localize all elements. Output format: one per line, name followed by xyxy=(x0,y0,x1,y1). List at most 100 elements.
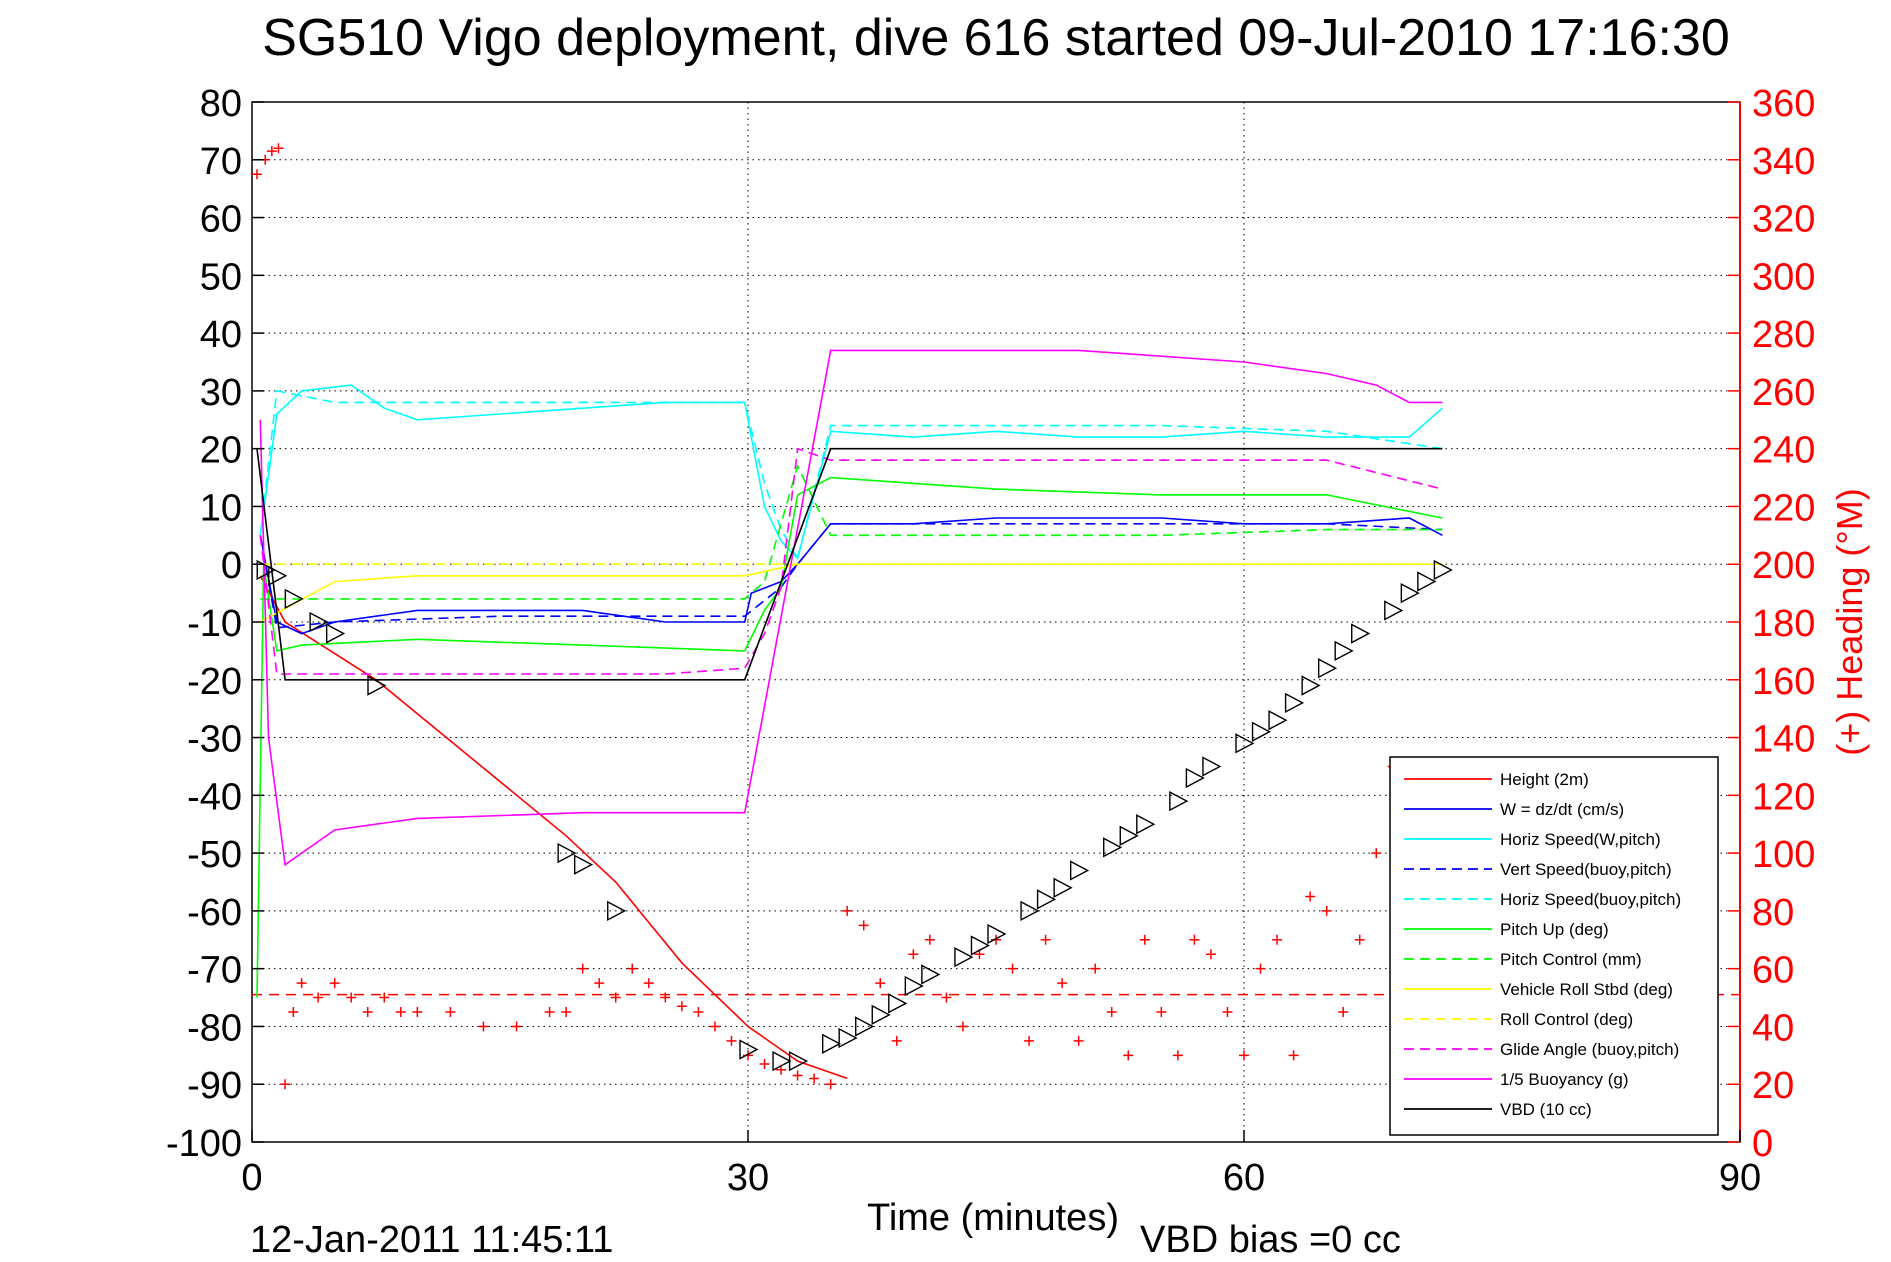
heading-marker xyxy=(1321,905,1332,916)
series-heading-markers xyxy=(251,143,1431,1090)
heading-marker xyxy=(825,1079,836,1090)
dive-triangle-marker xyxy=(1284,692,1305,714)
heading-marker xyxy=(759,1059,770,1069)
dive-triangle-marker xyxy=(573,854,594,875)
x-tick-label: 60 xyxy=(1223,1157,1265,1199)
legend: Height (2m) W = dz/dt (cm/s) Horiz Speed(W… xyxy=(1389,756,1719,1136)
heading-marker xyxy=(561,1007,572,1017)
dive-triangle-marker xyxy=(557,842,577,864)
heading-marker xyxy=(957,1021,968,1032)
dive-triangle-marker xyxy=(256,559,276,581)
series-line-horiz-speed-buoy-pitch xyxy=(259,389,1443,561)
dive-triangle-marker xyxy=(367,675,387,696)
dive-triangle-marker xyxy=(1136,814,1156,835)
heading-marker xyxy=(660,992,671,1003)
heading-marker xyxy=(594,978,605,989)
heading-marker xyxy=(478,1021,489,1032)
y-tick-label: -60 xyxy=(187,892,242,934)
right-axis-label: (+) Heading (°M) xyxy=(1829,488,1870,755)
dive-triangle-marker xyxy=(1185,767,1205,789)
heading-marker xyxy=(329,978,340,989)
y2-tick-label: 140 xyxy=(1752,719,1815,761)
dive-triangle-marker xyxy=(284,588,304,610)
dive-triangle-marker xyxy=(821,1033,842,1054)
dive-triangle-marker xyxy=(987,923,1007,945)
dive-triangle-marker xyxy=(1384,600,1404,621)
y-tick-label: -50 xyxy=(187,834,242,876)
x-tick-label: 90 xyxy=(1719,1157,1761,1199)
heading-marker xyxy=(1305,891,1316,902)
series-line-horiz-speed-w-pitch xyxy=(259,384,1443,560)
y-tick-label: -90 xyxy=(187,1065,242,1107)
legend-entry-horiz-speed-w-pitch: Horiz Speed(W,pitch) xyxy=(1500,830,1661,849)
y2-tick-label: 280 xyxy=(1752,314,1815,356)
heading-marker xyxy=(858,920,869,931)
legend-box xyxy=(1389,756,1719,1136)
heading-marker xyxy=(1007,963,1018,974)
dive-triangle-marker xyxy=(1036,889,1057,910)
heading-marker xyxy=(842,905,853,916)
axes-layer: 80706050403020100-10-20-30-40-50-60-70-8… xyxy=(166,83,1815,1199)
dive-triangle-marker xyxy=(1433,559,1453,581)
dive-triangle-marker xyxy=(871,1004,891,1026)
series-line-vbd-10-cc xyxy=(256,447,1443,681)
heading-marker xyxy=(809,1073,820,1084)
series-layer xyxy=(252,349,1740,1080)
y2-tick-label: 120 xyxy=(1752,776,1815,818)
heading-marker xyxy=(792,1070,803,1081)
heading-marker xyxy=(908,949,919,960)
heading-marker xyxy=(643,978,654,989)
heading-marker xyxy=(1288,1050,1299,1061)
y-tick-label: 30 xyxy=(200,372,242,414)
y2-tick-label: 100 xyxy=(1752,834,1815,876)
legend-entry-1-5-buoyancy-g: 1/5 Buoyancy (g) xyxy=(1500,1070,1629,1089)
y-tick-label: 50 xyxy=(200,256,242,298)
legend-entry-vehicle-roll-stbd-deg: Vehicle Roll Stbd (deg) xyxy=(1500,980,1673,999)
y2-tick-label: 300 xyxy=(1752,256,1815,298)
y2-tick-label: 80 xyxy=(1752,892,1794,934)
series-line-pitch-up-deg xyxy=(256,476,1443,998)
y2-tick-label: 160 xyxy=(1752,661,1815,703)
y-tick-label: 20 xyxy=(200,430,242,472)
dive-triangle-marker xyxy=(1103,837,1123,858)
dive-triangle-marker xyxy=(325,623,346,644)
heading-marker xyxy=(1255,963,1266,974)
series-line-1-5-buoyancy-g xyxy=(259,349,1443,867)
y2-tick-label: 340 xyxy=(1752,141,1815,183)
legend-entry-vert-speed-buoy-pitch: Vert Speed(buoy,pitch) xyxy=(1500,860,1672,879)
heading-marker xyxy=(676,1001,687,1012)
legend-entry-height-2m: Height (2m) xyxy=(1500,770,1589,789)
y2-tick-label: 60 xyxy=(1752,950,1794,992)
dive-triangle-marker xyxy=(772,1050,792,1072)
y-tick-label: -100 xyxy=(166,1123,242,1165)
y2-tick-label: 220 xyxy=(1752,487,1815,529)
y-tick-label: -30 xyxy=(187,719,242,761)
dive-triangle-marker xyxy=(954,946,974,968)
y-tick-label: -40 xyxy=(187,776,242,818)
heading-marker xyxy=(1272,934,1283,945)
y-tick-label: 70 xyxy=(200,141,242,183)
y2-tick-label: 240 xyxy=(1752,430,1815,472)
heading-marker xyxy=(544,1007,555,1017)
dive-triangle-marker xyxy=(921,964,941,985)
x-tick-label: 0 xyxy=(241,1157,262,1199)
footer-date: 12-Jan-2011 11:45:11 xyxy=(250,1219,613,1261)
y2-tick-label: 180 xyxy=(1752,603,1815,645)
heading-marker xyxy=(1371,848,1382,859)
y-tick-label: -70 xyxy=(187,950,242,992)
dive-triangle-marker xyxy=(739,1039,759,1060)
heading-marker xyxy=(266,146,277,157)
dive-triangle-marker xyxy=(1053,877,1073,898)
heading-marker xyxy=(693,1007,704,1017)
chart-title: SG510 Vigo deployment, dive 616 started … xyxy=(262,9,1730,67)
y-tick-label: 0 xyxy=(221,545,242,587)
legend-entry-glide-angle-buoy-pitch: Glide Angle (buoy,pitch) xyxy=(1500,1040,1679,1059)
dive-triangle-marker xyxy=(268,565,288,586)
dive-triangle-marker xyxy=(788,1050,809,1072)
dive-triangle-marker xyxy=(1268,710,1288,731)
legend-entry-pitch-control-mm: Pitch Control (mm) xyxy=(1500,950,1642,969)
heading-marker xyxy=(1123,1050,1134,1061)
heading-marker xyxy=(1354,934,1365,945)
series-line-pitch-control-mm xyxy=(260,463,1443,600)
